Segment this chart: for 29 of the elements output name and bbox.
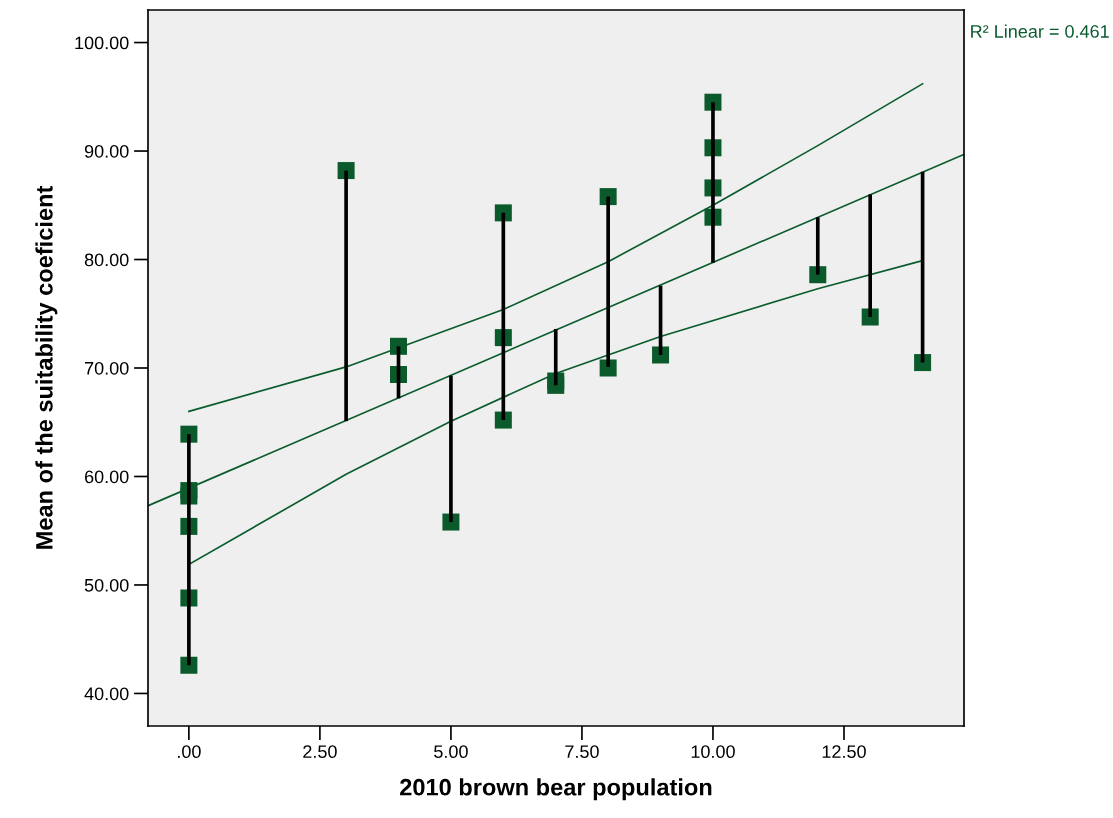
y-tick-label: 40.00 [84, 687, 129, 701]
point [599, 359, 617, 377]
x-tick-label: .00 [177, 745, 201, 759]
bar [344, 170, 348, 422]
bar [868, 194, 873, 318]
y-tick-label: 100.00 [75, 36, 129, 50]
line-series [188, 259, 924, 566]
bar [187, 434, 191, 666]
text: R² Linear = 0.461 [971, 24, 1109, 38]
line-series [188, 82, 924, 413]
x-tick-label: 5.00 [434, 745, 468, 759]
bar [711, 102, 715, 263]
bar [553, 328, 558, 386]
y-tick-label: 90.00 [84, 144, 129, 158]
y-tick-label: 50.00 [84, 578, 129, 592]
x-axis-title: 2010 brown bear population [400, 778, 712, 801]
y-tick-label: 60.00 [84, 470, 129, 484]
x-tick-label: 7.50 [565, 745, 599, 759]
y-tick-label: 70.00 [85, 361, 129, 375]
y-axis-title: Mean of the suitability coeficient [35, 185, 58, 549]
point [914, 354, 932, 372]
bar [449, 375, 453, 523]
x-tick-label: 2.50 [303, 745, 337, 759]
y-tick-label: 80.00 [84, 253, 129, 267]
x-tick-label: 10.00 [691, 745, 735, 759]
x-tick-label: 12.50 [822, 745, 866, 759]
bar [501, 212, 506, 421]
bar [606, 196, 610, 367]
bar [815, 217, 820, 275]
